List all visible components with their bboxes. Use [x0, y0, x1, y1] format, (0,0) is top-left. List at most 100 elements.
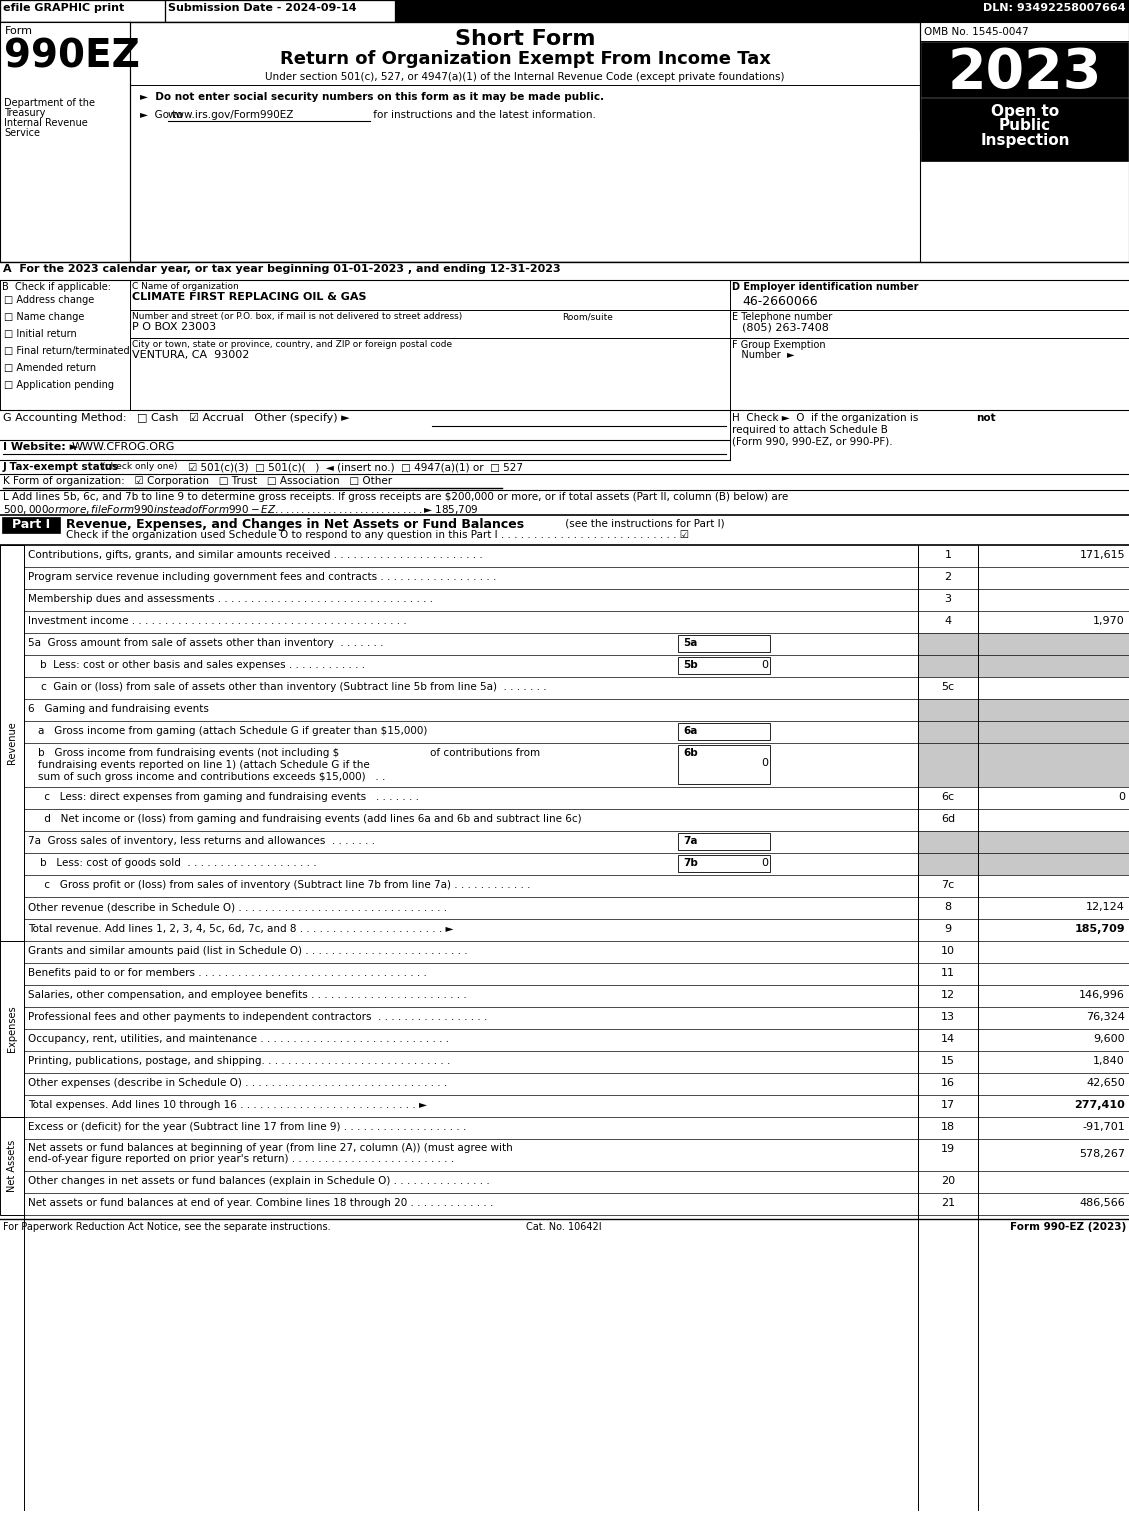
- Text: 6d: 6d: [940, 814, 955, 824]
- Bar: [679, 746, 770, 784]
- Text: 1,970: 1,970: [1093, 616, 1124, 625]
- Text: a   Gross income from gaming (attach Schedule G if greater than $15,000): a Gross income from gaming (attach Sched…: [38, 726, 428, 737]
- Text: b  Less: cost or other basis and sales expenses . . . . . . . . . . . .: b Less: cost or other basis and sales ex…: [40, 660, 365, 669]
- Text: Inspection: Inspection: [980, 133, 1070, 148]
- Text: G Accounting Method:   □ Cash   ☑ Accrual   Other (specify) ►: G Accounting Method: □ Cash ☑ Accrual Ot…: [3, 413, 350, 422]
- Text: 1,840: 1,840: [1093, 1055, 1124, 1066]
- Text: A  For the 2023 calendar year, or tax year beginning 01-01-2023 , and ending 12-: A For the 2023 calendar year, or tax yea…: [3, 264, 561, 274]
- Text: Revenue: Revenue: [7, 721, 17, 764]
- Text: b   Gross income from fundraising events (not including $: b Gross income from fundraising events (…: [38, 747, 339, 758]
- Text: Net assets or fund balances at end of year. Combine lines 18 through 20 . . . . : Net assets or fund balances at end of ye…: [28, 1199, 493, 1208]
- Text: VENTURA, CA  93002: VENTURA, CA 93002: [132, 351, 250, 360]
- Text: efile GRAPHIC print: efile GRAPHIC print: [3, 3, 124, 14]
- Text: Benefits paid to or for members . . . . . . . . . . . . . . . . . . . . . . . . : Benefits paid to or for members . . . . …: [28, 968, 427, 978]
- Text: Cat. No. 10642I: Cat. No. 10642I: [526, 1222, 602, 1232]
- Text: 9: 9: [945, 924, 952, 933]
- Text: c   Less: direct expenses from gaming and fundraising events   . . . . . . .: c Less: direct expenses from gaming and …: [28, 791, 419, 802]
- Bar: [0, 281, 1129, 410]
- Text: 171,615: 171,615: [1079, 551, 1124, 560]
- Text: 13: 13: [940, 1013, 955, 1022]
- Text: fundraising events reported on line 1) (attach Schedule G if the: fundraising events reported on line 1) (…: [38, 759, 370, 770]
- Bar: [978, 721, 1129, 743]
- Text: 5a  Gross amount from sale of assets other than inventory  . . . . . . .: 5a Gross amount from sale of assets othe…: [28, 637, 384, 648]
- Bar: [679, 856, 770, 872]
- Text: Other changes in net assets or fund balances (explain in Schedule O) . . . . . .: Other changes in net assets or fund bala…: [28, 1176, 490, 1186]
- Text: not: not: [975, 413, 996, 422]
- Text: Number  ►: Number ►: [732, 351, 795, 360]
- Bar: [921, 98, 1128, 162]
- Text: 14: 14: [940, 1034, 955, 1045]
- Text: (Form 990, 990-EZ, or 990-PF).: (Form 990, 990-EZ, or 990-PF).: [732, 436, 893, 445]
- Text: 8: 8: [945, 901, 952, 912]
- Text: Room/suite: Room/suite: [562, 313, 613, 320]
- Bar: [0, 262, 1129, 281]
- Text: 185,709: 185,709: [1075, 924, 1124, 933]
- Text: 486,566: 486,566: [1079, 1199, 1124, 1208]
- Text: 12,124: 12,124: [1086, 901, 1124, 912]
- Text: 0: 0: [761, 758, 768, 769]
- Text: 9,600: 9,600: [1093, 1034, 1124, 1045]
- Text: 5b: 5b: [683, 660, 698, 669]
- Text: Net assets or fund balances at beginning of year (from line 27, column (A)) (mus: Net assets or fund balances at beginning…: [28, 1144, 513, 1153]
- Text: b   Less: cost of goods sold  . . . . . . . . . . . . . . . . . . . .: b Less: cost of goods sold . . . . . . .…: [40, 859, 316, 868]
- Text: 7b: 7b: [683, 859, 698, 868]
- Text: 42,650: 42,650: [1086, 1078, 1124, 1087]
- Text: Grants and similar amounts paid (list in Schedule O) . . . . . . . . . . . . . .: Grants and similar amounts paid (list in…: [28, 946, 467, 956]
- Text: Excess or (deficit) for the year (Subtract line 17 from line 9) . . . . . . . . : Excess or (deficit) for the year (Subtra…: [28, 1122, 466, 1132]
- Text: Expenses: Expenses: [7, 1005, 17, 1052]
- Text: sum of such gross income and contributions exceeds $15,000)   . .: sum of such gross income and contributio…: [38, 772, 385, 782]
- Bar: [921, 43, 1128, 98]
- Text: ►  Do not enter social security numbers on this form as it may be made public.: ► Do not enter social security numbers o…: [140, 92, 604, 102]
- Text: P O BOX 23003: P O BOX 23003: [132, 322, 216, 332]
- Text: c  Gain or (loss) from sale of assets other than inventory (Subtract line 5b fro: c Gain or (loss) from sale of assets oth…: [28, 682, 546, 692]
- Text: end-of-year figure reported on prior year's return) . . . . . . . . . . . . . . : end-of-year figure reported on prior yea…: [28, 1154, 454, 1164]
- Text: □ Amended return: □ Amended return: [5, 363, 96, 374]
- Text: Professional fees and other payments to independent contractors  . . . . . . . .: Professional fees and other payments to …: [28, 1013, 488, 1022]
- Text: 2: 2: [945, 572, 952, 583]
- Bar: [679, 833, 770, 849]
- Text: ☑ 501(c)(3)  □ 501(c)(   )  ◄ (insert no.)  □ 4947(a)(1) or  □ 527: ☑ 501(c)(3) □ 501(c)( ) ◄ (insert no.) □…: [189, 462, 523, 473]
- Bar: [920, 21, 1129, 262]
- Text: Part I: Part I: [12, 518, 50, 531]
- Text: 6a: 6a: [683, 726, 698, 737]
- Text: 12: 12: [940, 990, 955, 1000]
- Bar: [918, 743, 978, 787]
- Bar: [1, 2, 164, 21]
- Text: 4: 4: [945, 616, 952, 625]
- Bar: [679, 657, 770, 674]
- Text: 76,324: 76,324: [1086, 1013, 1124, 1022]
- Bar: [0, 1116, 24, 1215]
- Text: 3: 3: [945, 595, 952, 604]
- Text: D Employer identification number: D Employer identification number: [732, 282, 919, 291]
- Text: 146,996: 146,996: [1079, 990, 1124, 1000]
- Text: 15: 15: [940, 1055, 955, 1066]
- Text: of contributions from: of contributions from: [430, 747, 540, 758]
- Text: K Form of organization:   ☑ Corporation   □ Trust   □ Association   □ Other: K Form of organization: ☑ Corporation □ …: [3, 476, 392, 486]
- Text: Internal Revenue: Internal Revenue: [5, 117, 88, 128]
- Text: c   Gross profit or (loss) from sales of inventory (Subtract line 7b from line 7: c Gross profit or (loss) from sales of i…: [28, 880, 531, 891]
- Text: F Group Exemption: F Group Exemption: [732, 340, 825, 351]
- Text: City or town, state or province, country, and ZIP or foreign postal code: City or town, state or province, country…: [132, 340, 452, 349]
- Bar: [918, 721, 978, 743]
- Text: Service: Service: [5, 128, 40, 137]
- Text: Total expenses. Add lines 10 through 16 . . . . . . . . . . . . . . . . . . . . : Total expenses. Add lines 10 through 16 …: [28, 1100, 427, 1110]
- Text: 578,267: 578,267: [1079, 1148, 1124, 1159]
- Text: www.irs.gov/Form990EZ: www.irs.gov/Form990EZ: [168, 110, 295, 120]
- Text: 6c: 6c: [942, 791, 954, 802]
- Text: Salaries, other compensation, and employee benefits . . . . . . . . . . . . . . : Salaries, other compensation, and employ…: [28, 990, 466, 1000]
- Bar: [918, 698, 978, 721]
- Text: 5c: 5c: [942, 682, 954, 692]
- Text: WWW.CFROG.ORG: WWW.CFROG.ORG: [72, 442, 175, 451]
- Text: 19: 19: [940, 1144, 955, 1154]
- Text: Revenue, Expenses, and Changes in Net Assets or Fund Balances: Revenue, Expenses, and Changes in Net As…: [65, 518, 524, 531]
- Text: Public: Public: [999, 117, 1051, 133]
- Text: 2023: 2023: [948, 46, 1102, 101]
- Text: Form: Form: [5, 26, 33, 37]
- Text: DLN: 93492258007664: DLN: 93492258007664: [983, 3, 1126, 14]
- Text: (check only one): (check only one): [102, 462, 177, 471]
- Text: 6b: 6b: [683, 747, 698, 758]
- Text: 990EZ: 990EZ: [5, 37, 140, 75]
- Text: Investment income . . . . . . . . . . . . . . . . . . . . . . . . . . . . . . . : Investment income . . . . . . . . . . . …: [28, 616, 406, 625]
- Bar: [918, 852, 978, 875]
- Bar: [918, 656, 978, 677]
